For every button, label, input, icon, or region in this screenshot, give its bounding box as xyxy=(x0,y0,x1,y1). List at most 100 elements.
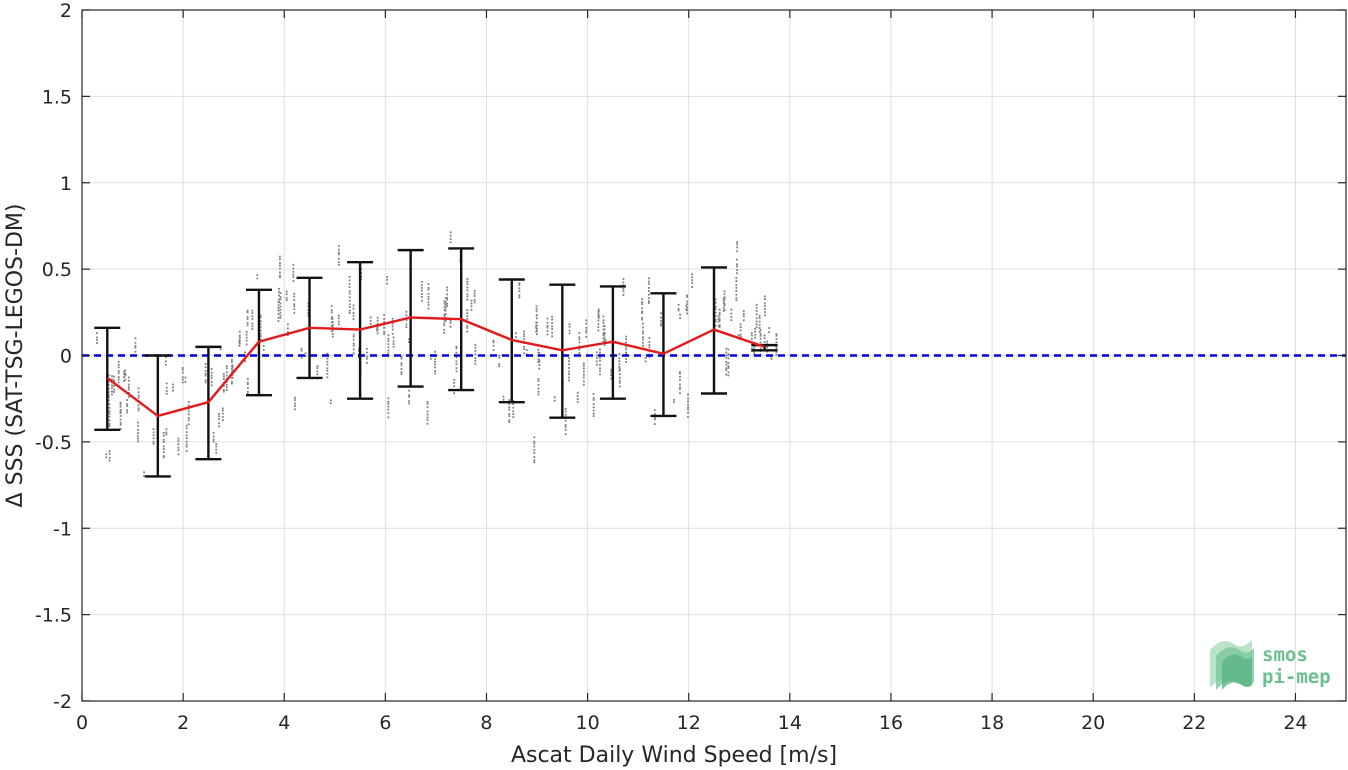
data-point xyxy=(152,428,155,430)
data-point xyxy=(119,411,122,414)
data-point xyxy=(735,284,738,287)
data-point xyxy=(453,378,456,381)
data-point xyxy=(292,280,295,283)
data-point xyxy=(444,313,447,315)
data-point xyxy=(763,305,766,307)
data-point xyxy=(400,371,403,374)
data-point xyxy=(474,362,477,365)
data-point xyxy=(231,376,234,379)
data-point xyxy=(727,362,730,364)
data-point xyxy=(215,443,218,445)
data-point xyxy=(326,352,329,355)
data-point xyxy=(251,328,254,331)
data-point xyxy=(285,297,288,299)
data-point xyxy=(622,294,625,296)
data-point xyxy=(279,258,281,261)
data-point xyxy=(259,314,262,317)
data-point xyxy=(286,331,289,333)
data-point xyxy=(329,402,332,405)
data-point xyxy=(187,419,190,422)
data-point xyxy=(470,308,473,311)
data-point xyxy=(759,329,762,331)
data-point xyxy=(127,386,130,389)
data-point xyxy=(717,318,720,321)
data-point xyxy=(185,424,188,427)
data-point xyxy=(753,353,756,356)
data-point xyxy=(599,356,601,359)
data-point xyxy=(262,349,265,351)
data-point xyxy=(108,415,111,418)
data-point xyxy=(405,323,408,326)
data-point xyxy=(369,319,372,322)
data-point xyxy=(647,286,650,289)
data-point xyxy=(238,344,241,347)
data-point xyxy=(736,265,738,268)
data-point xyxy=(597,326,600,329)
data-point xyxy=(687,403,689,406)
data-point xyxy=(259,316,262,319)
data-point xyxy=(686,294,689,297)
data-point xyxy=(508,399,511,401)
data-point xyxy=(568,367,570,369)
data-point xyxy=(259,332,262,335)
data-point xyxy=(443,300,446,303)
x-tick-label: 8 xyxy=(480,712,492,734)
data-point xyxy=(231,382,233,385)
data-point xyxy=(108,423,111,425)
x-tick-label: 0 xyxy=(76,712,88,734)
data-point xyxy=(730,316,733,319)
data-point xyxy=(337,257,340,260)
data-point xyxy=(124,378,127,381)
data-point xyxy=(294,399,296,401)
data-point xyxy=(660,316,662,319)
data-point xyxy=(392,336,395,339)
data-point xyxy=(218,418,220,420)
data-point xyxy=(546,325,549,327)
data-point xyxy=(618,369,621,372)
data-point xyxy=(210,377,213,380)
data-point xyxy=(111,375,113,377)
data-point xyxy=(218,415,220,418)
y-tick-label: -1 xyxy=(53,518,72,540)
data-point xyxy=(434,370,436,372)
data-point xyxy=(725,361,728,363)
data-point xyxy=(758,327,761,329)
data-point xyxy=(592,397,595,400)
data-point xyxy=(742,312,745,315)
data-point xyxy=(585,329,588,332)
data-point xyxy=(736,243,739,246)
data-point xyxy=(443,322,446,325)
data-point xyxy=(426,419,429,421)
data-point xyxy=(455,370,458,373)
data-point xyxy=(597,314,600,317)
data-point xyxy=(113,385,115,387)
data-point xyxy=(348,290,351,293)
data-point xyxy=(238,330,241,333)
data-point xyxy=(603,333,606,336)
data-point xyxy=(108,425,111,428)
data-point xyxy=(137,437,139,440)
data-point xyxy=(352,318,355,321)
data-point xyxy=(330,321,333,324)
data-point xyxy=(330,324,333,327)
data-point xyxy=(185,437,188,440)
data-point xyxy=(427,283,430,285)
data-point xyxy=(369,322,372,325)
data-point xyxy=(294,396,296,399)
data-point xyxy=(466,309,469,312)
data-point xyxy=(222,378,225,380)
data-point xyxy=(546,330,549,332)
data-point xyxy=(408,389,411,392)
data-point xyxy=(755,306,758,309)
data-point xyxy=(502,395,505,398)
data-point xyxy=(582,367,585,370)
data-point xyxy=(126,409,128,412)
data-point xyxy=(444,304,447,306)
data-point xyxy=(455,345,458,348)
data-point xyxy=(618,363,621,366)
data-point xyxy=(184,381,187,383)
data-point xyxy=(348,306,351,308)
data-point xyxy=(602,322,605,324)
data-point xyxy=(285,299,288,302)
data-point xyxy=(644,360,647,363)
